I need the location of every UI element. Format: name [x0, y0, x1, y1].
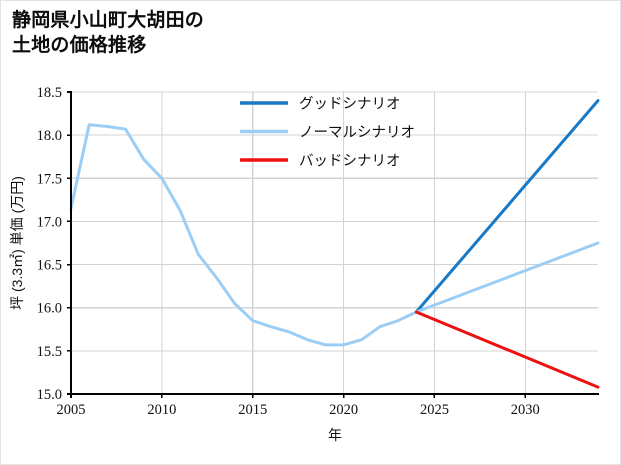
- x-tick-labels: 2005 2010 2015 2020 2025 2030: [57, 402, 540, 418]
- page-title: 静岡県小山町大胡田の 土地の価格推移: [12, 10, 205, 57]
- y-tick-labels: 15.0 15.5 16.0 16.5 17.0 17.5 18.0 18.5: [37, 85, 62, 403]
- series-lines: [69, 99, 600, 389]
- axis-ticks: [67, 91, 527, 398]
- y-tick-label: 15.0: [37, 387, 62, 403]
- y-tick-label: 17.0: [37, 214, 62, 230]
- x-tick-label: 2030: [511, 402, 540, 418]
- axis-spines: [69, 91, 599, 396]
- series-line: [69, 123, 600, 347]
- y-tick-label: 18.0: [37, 128, 62, 144]
- y-tick-label: 16.5: [37, 258, 62, 274]
- legend-label: バッドシナリオ: [299, 154, 401, 170]
- y-tick-label: 15.5: [37, 344, 62, 360]
- x-axis-title: 年: [328, 427, 342, 443]
- x-tick-label: 2015: [238, 402, 267, 418]
- legend-label: グッドシナリオ: [299, 96, 401, 113]
- y-tick-label: 18.5: [37, 85, 62, 101]
- x-tick-label: 2005: [57, 402, 86, 418]
- series-line: [414, 310, 600, 389]
- y-axis-title: 坪 (3.3㎡) 単価 (万円): [9, 176, 25, 310]
- x-tick-label: 2025: [420, 402, 449, 418]
- y-tick-label: 16.0: [37, 301, 62, 317]
- series-line: [414, 99, 600, 314]
- y-tick-label: 17.5: [37, 171, 62, 187]
- legend-label: ノーマルシナリオ: [299, 125, 415, 141]
- x-tick-label: 2010: [147, 402, 176, 418]
- x-tick-label: 2020: [329, 402, 358, 418]
